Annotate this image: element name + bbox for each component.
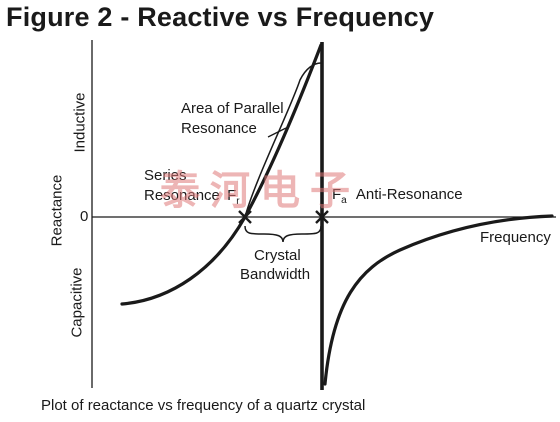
parallel-resonance-area-outline [244, 62, 322, 218]
fa-marker [315, 210, 329, 224]
y-upper-label: Inductive [71, 92, 89, 153]
bandwidth-brace [244, 225, 322, 243]
y-zero-label: 0 [80, 208, 89, 225]
figure-title: Figure 2 - Reactive vs Frequency [6, 2, 435, 32]
bandwidth-label-line1: Crystal [254, 247, 301, 264]
figure-caption: Plot of reactance vs frequency of a quar… [41, 397, 366, 414]
parallel-resonance-label-line2: Resonance [181, 120, 257, 137]
x-axis-label: Frequency [480, 229, 551, 246]
fr-symbol-main: F [227, 187, 237, 204]
fr-symbol-sub: r [236, 196, 240, 207]
capacitive-recovery-curve [323, 214, 554, 386]
y-axis-label: Reactance [48, 174, 66, 247]
parallel-resonance-label-line1: Area of Parallel [181, 100, 284, 117]
watermark-logo: 泰河电子 [160, 167, 360, 214]
fa-symbol-sub: a [341, 195, 347, 206]
bandwidth-label-line2: Bandwidth [240, 266, 311, 283]
y-lower-label: Capacitive [68, 267, 86, 338]
anti-resonance-text: Anti-Resonance [355, 186, 463, 203]
fr-marker [238, 210, 252, 224]
fr-symbol: Fr [227, 187, 240, 207]
series-resonance-label-line1: Series [144, 167, 187, 184]
series-resonance-text: Resonance [144, 187, 220, 204]
fa-symbol: Fa [332, 186, 347, 206]
parallel-area-pointer [267, 127, 287, 138]
fa-symbol-main: F [332, 186, 342, 203]
anti-resonance-label: Fa Anti-Resonance [332, 185, 463, 210]
series-resonance-label-line2: Resonance Fr [144, 186, 240, 211]
